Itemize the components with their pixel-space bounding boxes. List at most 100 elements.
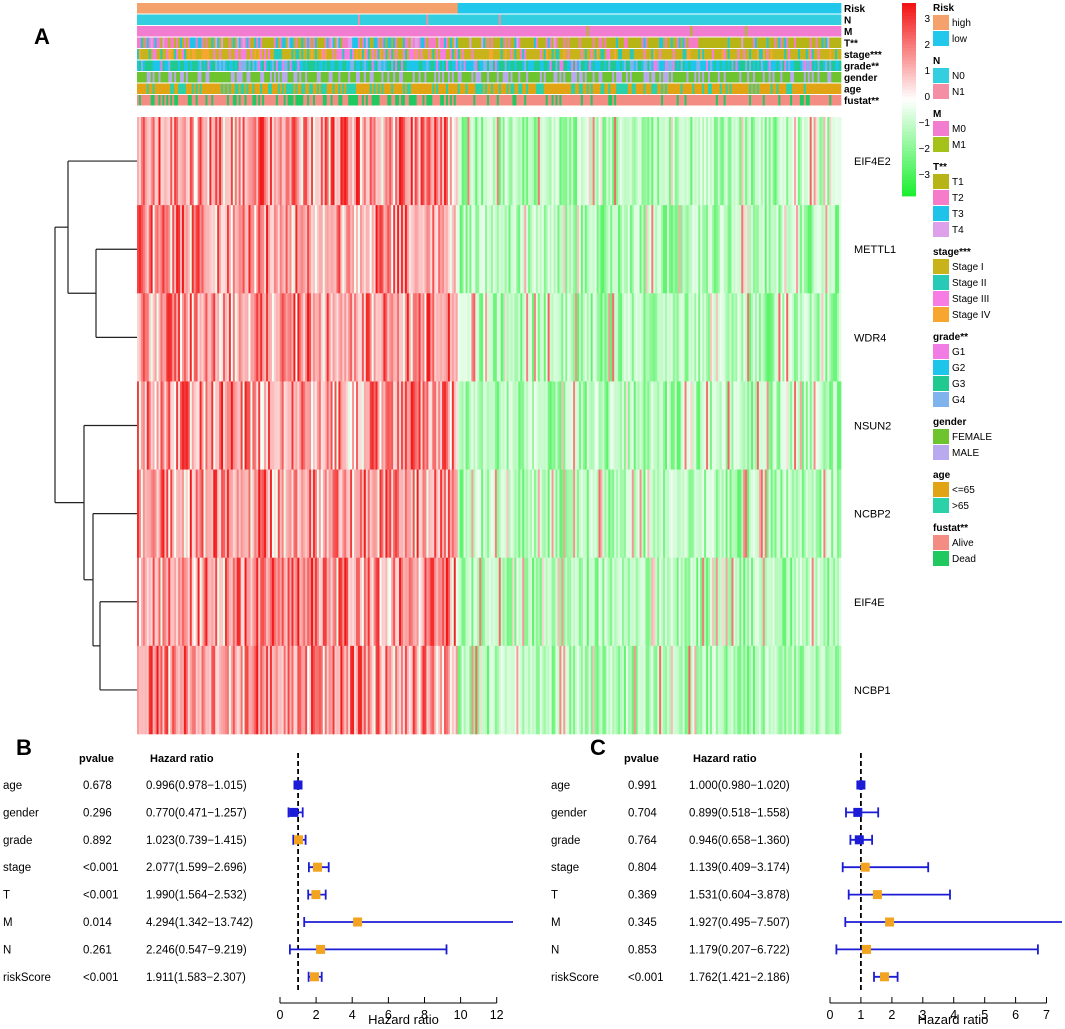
heatmap-cell xyxy=(311,381,314,470)
annotation-cell-grade xyxy=(508,60,511,71)
legend-title-5: grade** xyxy=(933,332,968,343)
heatmap-cell xyxy=(502,557,505,647)
heatmap-cell xyxy=(665,117,668,206)
heatmap-cell xyxy=(215,205,218,294)
heatmap-cell xyxy=(668,381,672,470)
heatmap-cell xyxy=(686,645,689,735)
heatmap-cell xyxy=(778,117,781,206)
heatmap-cell xyxy=(680,381,683,470)
heatmap-cell xyxy=(252,645,255,735)
annotation-cell-T xyxy=(301,37,304,48)
heatmap-cell xyxy=(533,293,537,382)
heatmap-cell xyxy=(260,381,263,470)
heatmap-cell xyxy=(301,117,304,206)
heatmap-cell xyxy=(604,557,607,647)
legend-item-label: MALE xyxy=(952,448,980,459)
heatmap-cell xyxy=(715,117,719,206)
heatmap-cell xyxy=(262,469,265,559)
heatmap-cell xyxy=(195,469,198,559)
heatmap-cell xyxy=(631,557,635,647)
heatmap-cell xyxy=(753,557,756,647)
heatmap-cell xyxy=(152,205,155,294)
heatmap-cell xyxy=(242,205,245,294)
annotation-cell-gender xyxy=(817,72,820,83)
annotation-cell-grade xyxy=(264,60,267,71)
heatmap-cell xyxy=(690,117,693,206)
heatmap-cell xyxy=(809,205,813,294)
heatmap-cell xyxy=(361,557,365,647)
heatmap-cell xyxy=(473,645,476,735)
heatmap-cell xyxy=(578,117,582,206)
heatmap-cell xyxy=(625,557,629,647)
heatmap-cell xyxy=(387,381,390,470)
annotation-cell-T xyxy=(180,37,183,48)
heatmap-cell xyxy=(508,117,511,206)
heatmap-cell xyxy=(264,557,267,647)
heatmap-cell xyxy=(506,557,509,647)
heatmap-cell xyxy=(801,381,805,470)
heatmap-cell xyxy=(780,645,783,735)
heatmap-cell xyxy=(784,293,787,382)
annotation-cell-gender xyxy=(557,72,560,83)
annotation-cell-T xyxy=(567,37,570,48)
x-tick-label: 12 xyxy=(490,1008,504,1022)
heatmap-cell xyxy=(596,117,599,206)
annotation-cell-stage xyxy=(551,49,554,60)
heatmap-cell xyxy=(623,293,627,382)
heatmap-cell xyxy=(264,117,267,206)
heatmap-cell xyxy=(371,293,374,382)
heatmap-cell xyxy=(238,117,241,206)
heatmap-cell xyxy=(432,381,435,470)
annotation-cell-stage xyxy=(219,49,222,60)
heatmap-cell xyxy=(367,469,371,559)
heatmap-cell xyxy=(747,469,750,559)
annotation-cell-grade xyxy=(623,60,627,71)
annotation-cell-gender xyxy=(414,72,419,83)
annotation-cell-T xyxy=(232,37,236,48)
heatmap-cell xyxy=(799,645,803,735)
annotation-cell-grade xyxy=(269,60,273,71)
heatmap-cell xyxy=(181,293,185,382)
annotation-cell-gender xyxy=(444,72,449,83)
annotation-cell-grade xyxy=(268,60,271,71)
heatmap-cell xyxy=(150,293,153,382)
annotation-cell-gender xyxy=(271,72,275,83)
heatmap-cell xyxy=(154,645,157,735)
heatmap-cell xyxy=(518,205,521,294)
heatmap-cell xyxy=(586,469,590,559)
heatmap-cell xyxy=(146,645,150,735)
heatmap-cell xyxy=(727,557,730,647)
legend-swatch xyxy=(933,307,949,322)
annotation-cell-stage xyxy=(811,49,814,60)
heatmap-cell xyxy=(301,469,304,559)
heatmap-cell xyxy=(633,205,637,294)
heatmap-cell xyxy=(318,469,322,559)
annotation-cell-T xyxy=(485,37,488,48)
heatmap-cell xyxy=(346,117,349,206)
heatmap-cell xyxy=(516,293,519,382)
heatmap-cell xyxy=(796,645,799,735)
heatmap-cell xyxy=(346,557,349,647)
heatmap-cell xyxy=(700,117,703,206)
annotation-cell-stage xyxy=(659,49,662,60)
heatmap-cell xyxy=(725,645,728,735)
annotation-cell-gender xyxy=(168,72,173,83)
heatmap-cell xyxy=(512,117,515,206)
annotation-cell-age xyxy=(240,83,245,94)
heatmap-cell xyxy=(520,293,523,382)
heatmap-cell xyxy=(647,557,650,647)
heatmap-cell xyxy=(661,117,664,206)
heatmap-cell xyxy=(311,645,314,735)
heatmap-cell xyxy=(485,557,488,647)
heatmap-cell xyxy=(737,469,740,559)
heatmap-cell xyxy=(262,205,265,294)
heatmap-cell xyxy=(418,645,421,735)
heatmap-cell xyxy=(273,117,277,206)
annotation-cell-stage xyxy=(160,49,163,60)
annotation-cell-fustat xyxy=(547,95,552,106)
annotation-cell-T xyxy=(754,37,758,48)
annotation-cell-stage xyxy=(430,49,433,60)
heatmap-cell xyxy=(277,381,281,470)
heatmap-cell xyxy=(831,645,834,735)
annotation-cell-grade xyxy=(489,60,494,71)
